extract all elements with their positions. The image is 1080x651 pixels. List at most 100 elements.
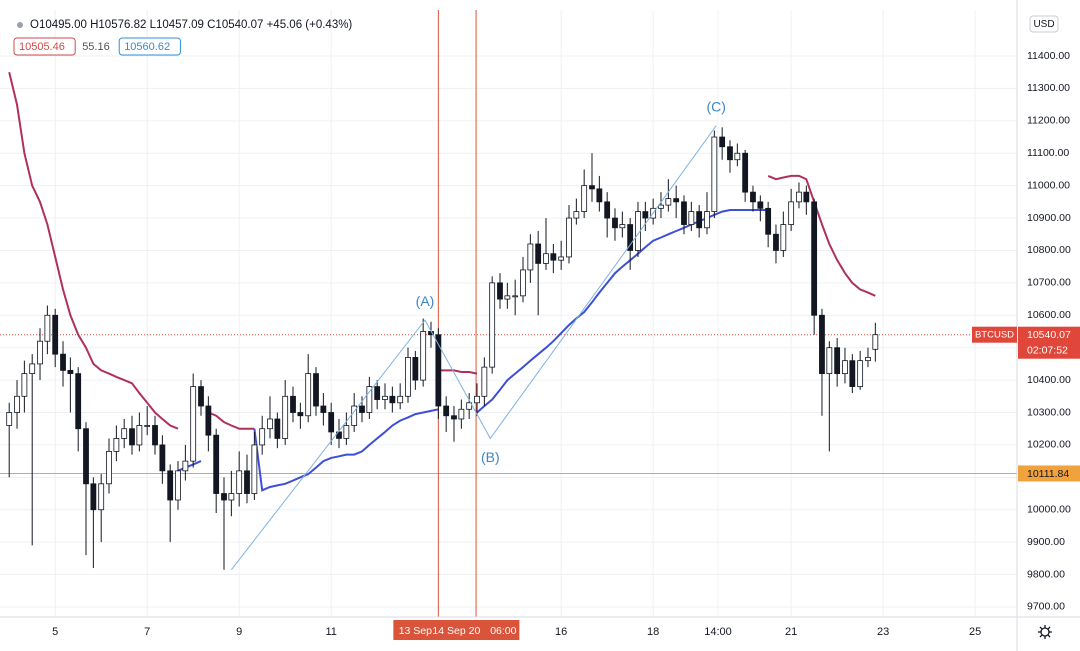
candle-body bbox=[443, 405, 450, 417]
settings-icon[interactable] bbox=[1038, 625, 1052, 639]
indicator-box bbox=[118, 37, 181, 56]
y-tick-label: 11100.00 bbox=[1027, 147, 1069, 159]
candle-body bbox=[21, 373, 28, 397]
currency-label: USD bbox=[1033, 19, 1054, 30]
candle-body bbox=[458, 408, 465, 420]
candle-body bbox=[489, 282, 496, 368]
visibility-dot[interactable] bbox=[17, 22, 23, 28]
candle-body bbox=[826, 347, 833, 375]
time-range-label: 06:00 bbox=[490, 625, 516, 637]
x-tick-label: 14:00 bbox=[704, 626, 732, 638]
candle-body bbox=[37, 340, 43, 365]
candle-body bbox=[451, 415, 457, 420]
candle-body bbox=[359, 405, 365, 413]
candle-body bbox=[642, 211, 649, 219]
candle-body bbox=[175, 470, 181, 501]
candle-body bbox=[366, 386, 373, 413]
candle-body bbox=[734, 152, 741, 161]
countdown: 02:07:52 bbox=[1027, 344, 1068, 356]
candle-body bbox=[159, 444, 166, 472]
candle-body bbox=[481, 366, 488, 397]
axes: 9700.009800.009900.0010000.0010100.00102… bbox=[52, 50, 1071, 638]
candle-body bbox=[757, 201, 764, 209]
candle-body bbox=[872, 334, 879, 350]
candle-body bbox=[297, 412, 304, 417]
candle-body bbox=[696, 211, 703, 229]
candle-body bbox=[803, 191, 810, 203]
candle-body bbox=[320, 405, 327, 413]
candle-body bbox=[589, 185, 595, 190]
candle-body bbox=[512, 295, 519, 298]
candle-body bbox=[144, 425, 151, 427]
candle-body bbox=[290, 395, 296, 413]
overlay: (A) (B) (C) BTCUSD 10540.07 02:07:52 10111.84 1… bbox=[393, 98, 1080, 640]
y-tick-label: 9700.00 bbox=[1027, 601, 1065, 613]
candle-body bbox=[857, 360, 864, 387]
candle-body bbox=[412, 357, 419, 381]
candle-body bbox=[474, 395, 480, 404]
x-tick-label: 7 bbox=[144, 626, 150, 638]
indicator-box bbox=[13, 37, 76, 56]
candle-body bbox=[121, 428, 128, 439]
candle-body bbox=[780, 224, 787, 251]
price-value: 10540.07 bbox=[1027, 329, 1071, 341]
y-tick-label: 10800.00 bbox=[1027, 244, 1071, 256]
candle-body bbox=[719, 136, 726, 148]
candle-body bbox=[336, 431, 342, 439]
x-tick-label: 21 bbox=[785, 626, 797, 638]
candle-body bbox=[527, 243, 534, 271]
candle-body bbox=[681, 201, 687, 225]
candle-body bbox=[259, 428, 266, 446]
candle-body bbox=[504, 295, 511, 300]
candle-body bbox=[251, 444, 258, 494]
candle-body bbox=[14, 395, 20, 413]
candle-body bbox=[374, 386, 381, 400]
currency-box[interactable] bbox=[1029, 15, 1059, 33]
candle-body bbox=[558, 256, 565, 261]
candle-body bbox=[550, 253, 557, 261]
candle-body bbox=[704, 211, 710, 229]
candle-body bbox=[182, 460, 189, 472]
time-range-label: 13 Sep bbox=[399, 625, 432, 637]
y-tick-label: 10000.00 bbox=[1027, 504, 1071, 516]
candle-body bbox=[665, 198, 672, 206]
candle-body bbox=[205, 405, 212, 436]
y-tick-label: 10700.00 bbox=[1027, 277, 1071, 289]
candle-body bbox=[566, 217, 572, 258]
indicator-value: 10560.62 bbox=[124, 41, 170, 53]
candle-body bbox=[750, 191, 756, 203]
candle-body bbox=[90, 483, 97, 511]
candle-body bbox=[849, 360, 856, 387]
y-tick-label: 10400.00 bbox=[1027, 374, 1071, 386]
candle-body bbox=[742, 152, 749, 193]
candle-body bbox=[842, 360, 848, 375]
candle-body bbox=[106, 450, 112, 485]
candle-body bbox=[382, 395, 388, 400]
candle-body bbox=[44, 314, 51, 342]
x-tick-label: 9 bbox=[236, 626, 242, 638]
price-box bbox=[1018, 326, 1080, 359]
wave-label: (B) bbox=[481, 449, 500, 465]
candle-body bbox=[190, 386, 197, 462]
candle-body bbox=[612, 217, 618, 229]
candle-body bbox=[535, 243, 542, 264]
candle-body bbox=[305, 373, 312, 417]
candle-body bbox=[466, 402, 473, 410]
x-tick-label: 5 bbox=[52, 626, 58, 638]
candle-body bbox=[420, 331, 427, 381]
candle-body bbox=[405, 357, 411, 397]
indicator-line bbox=[177, 209, 769, 492]
candle-body bbox=[543, 253, 549, 264]
candle-body bbox=[520, 269, 526, 297]
candle-body bbox=[328, 412, 335, 433]
time-range-label: 14 Sep 20 bbox=[432, 625, 480, 637]
y-tick-label: 9900.00 bbox=[1027, 536, 1065, 548]
candle-body bbox=[389, 395, 396, 404]
candle-body bbox=[267, 418, 273, 430]
candle-body bbox=[435, 334, 442, 407]
candle-body bbox=[152, 425, 158, 446]
candle-body bbox=[167, 470, 174, 501]
